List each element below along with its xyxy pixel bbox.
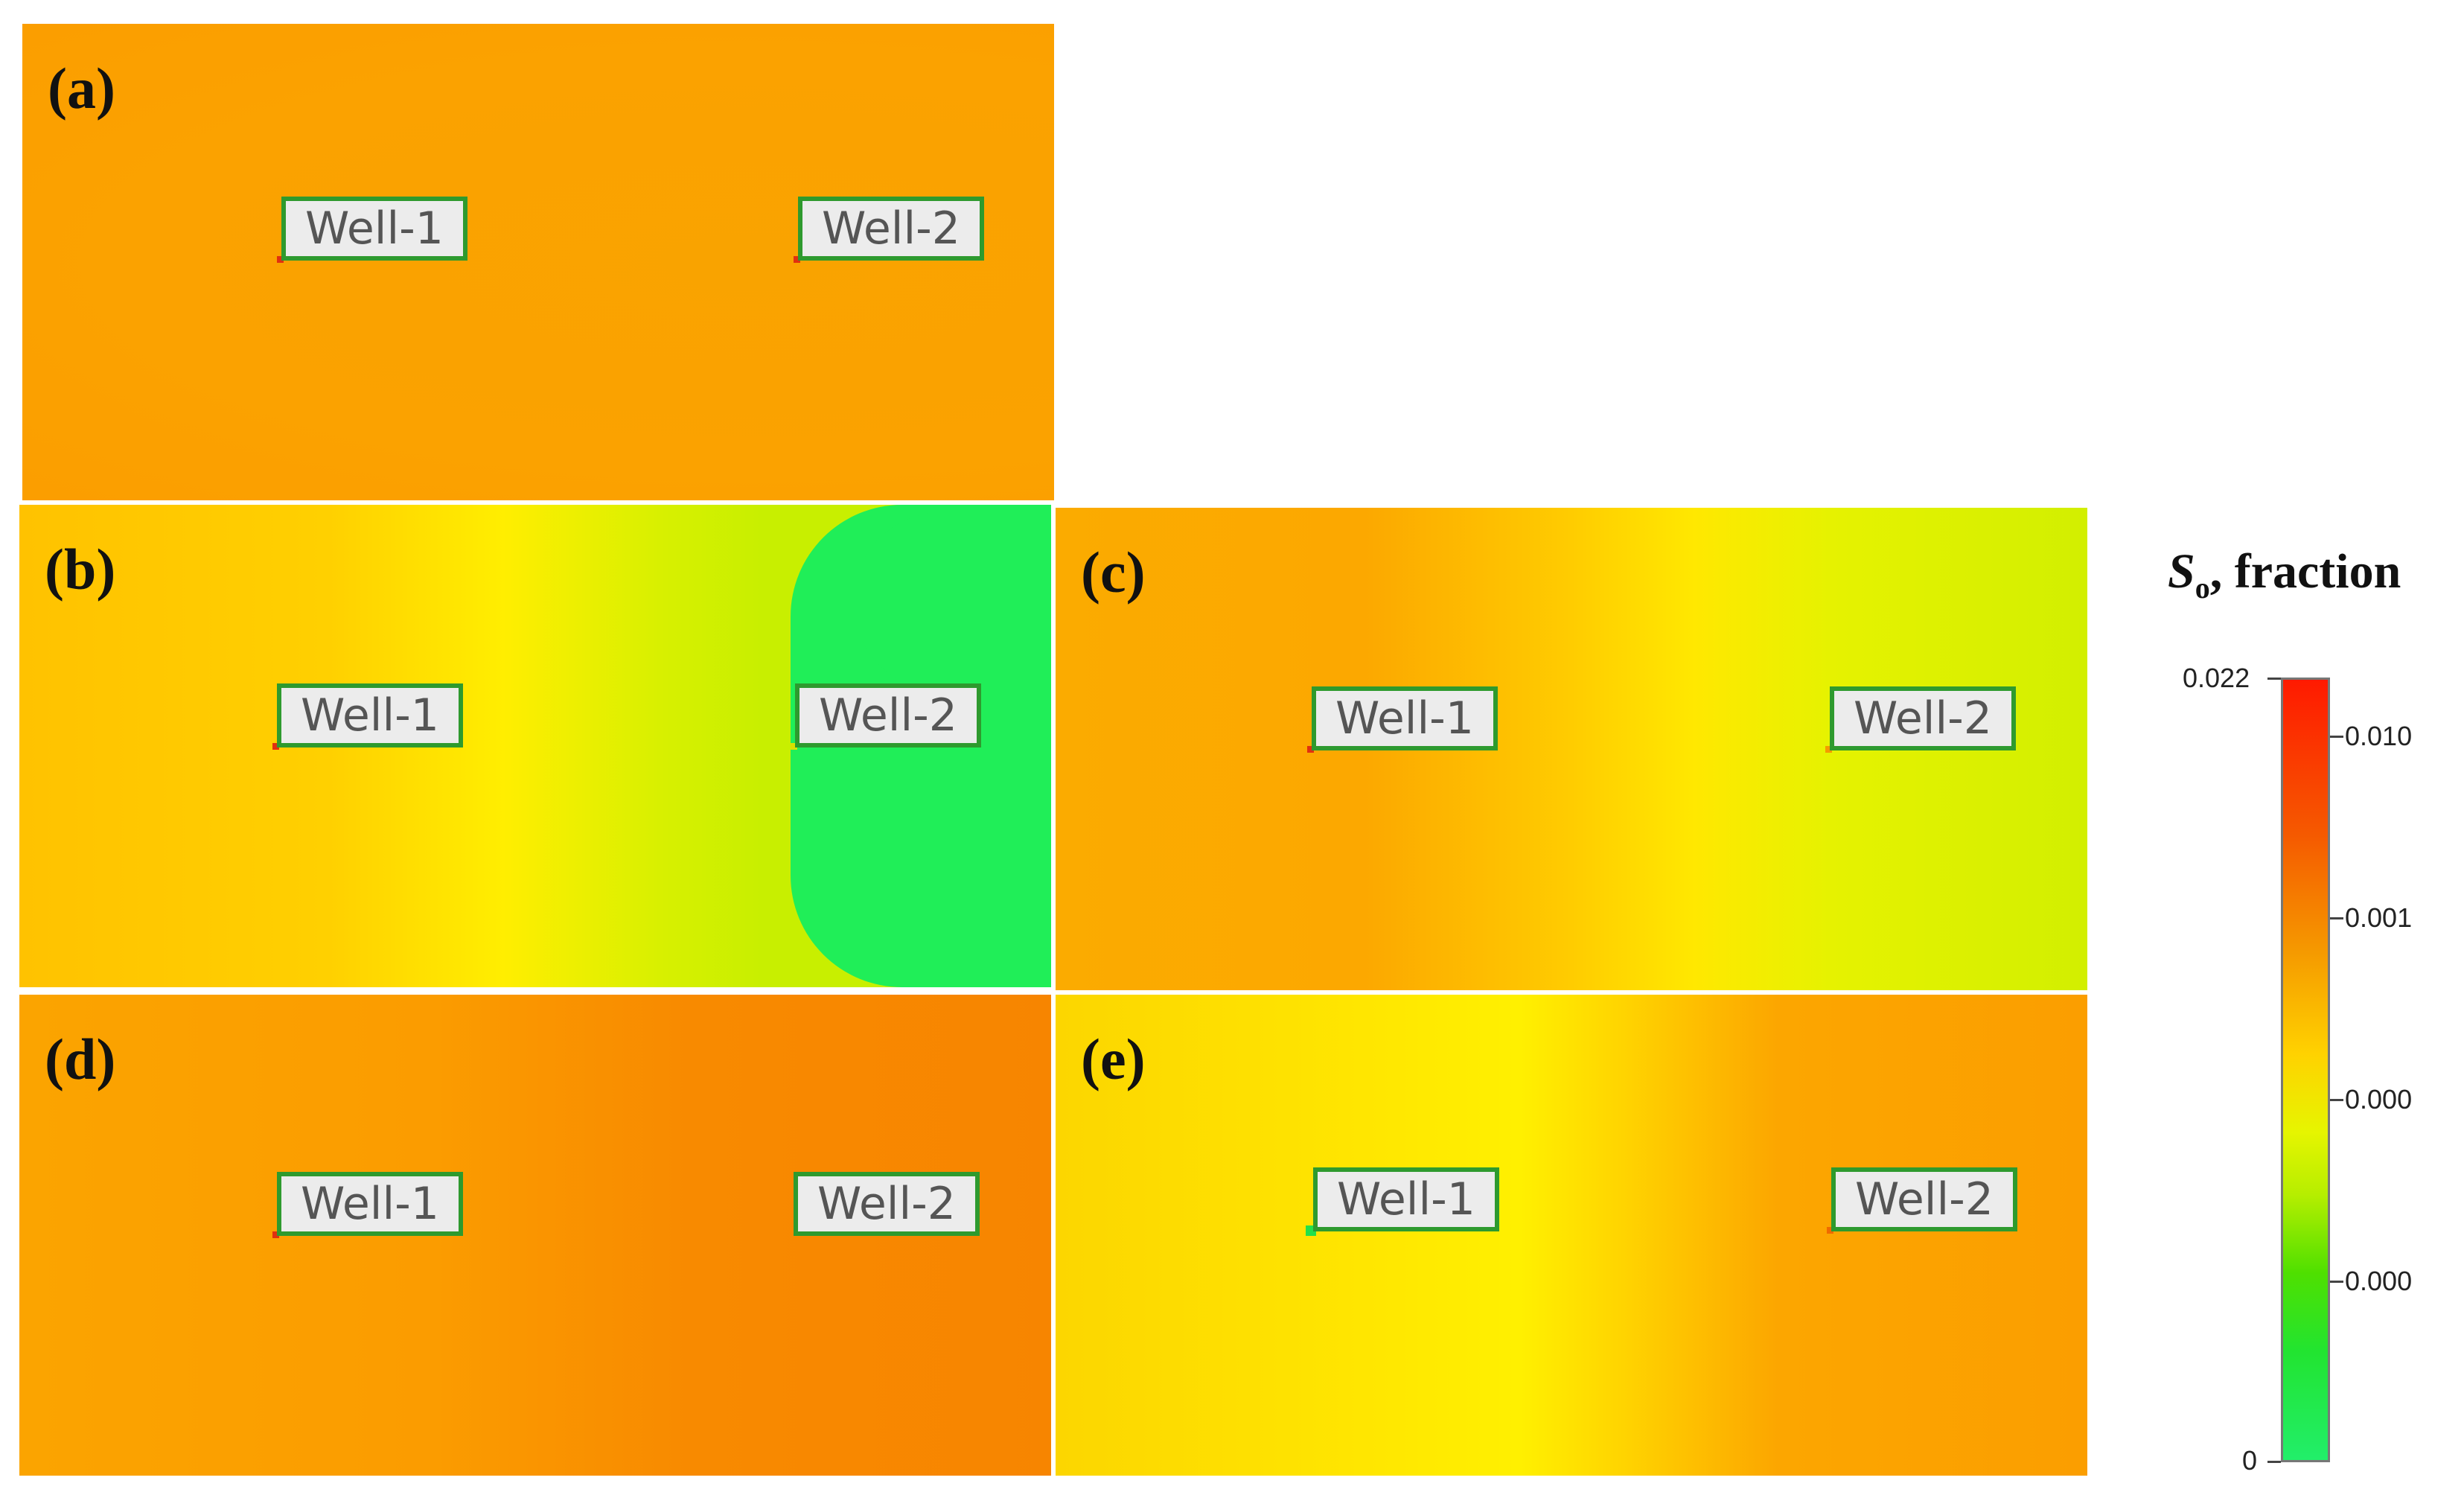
well-point (1827, 1227, 1833, 1234)
tick-label-max: 0.022 (2183, 663, 2250, 693)
well-point (1307, 746, 1314, 753)
well-label: Well-2 (1830, 686, 2016, 750)
tick-left (2267, 678, 2281, 680)
panel-label: (e) (1081, 1027, 1146, 1091)
legend-title-rest: , fraction (2209, 544, 2401, 599)
panel-b: (b) Well-1 Well-2 (19, 505, 1051, 987)
legend-subscript: o (2195, 571, 2210, 605)
well-point (1825, 746, 1832, 753)
tick-label: 0.001 (2345, 902, 2413, 933)
legend-title: So, fraction (2168, 544, 2401, 605)
well-point (794, 256, 800, 263)
colorbar (2281, 678, 2330, 1462)
tick-label: 0.000 (2345, 1266, 2413, 1296)
well-label: Well-2 (794, 1172, 980, 1236)
well-label: Well-2 (795, 683, 981, 748)
green-region-top-lobe (853, 512, 1051, 691)
well-label: Well-1 (1313, 1167, 1499, 1231)
well-label: Well-1 (277, 683, 463, 748)
tick-right (2330, 736, 2343, 738)
well-point (272, 743, 279, 750)
panel-label: (b) (45, 537, 116, 602)
panel-d: (d) Well-1 Well-2 (19, 995, 1051, 1476)
tick-right (2330, 1281, 2343, 1283)
well-label: Well-1 (1312, 686, 1498, 750)
panel-a: (a) Well-1 Well-2 (22, 24, 1054, 500)
tick-left (2267, 1461, 2281, 1463)
well-label: Well-2 (798, 197, 984, 261)
well-label: Well-1 (281, 197, 467, 261)
panel-label: (d) (45, 1027, 116, 1091)
well-label: Well-1 (277, 1172, 463, 1236)
well-point (791, 743, 797, 750)
panel-label: (a) (48, 56, 115, 121)
well-point (277, 256, 284, 263)
well-label: Well-2 (1831, 1167, 2017, 1231)
well-point (272, 1231, 279, 1238)
tick-right (2330, 1099, 2343, 1101)
tick-label: 0.010 (2345, 721, 2413, 751)
tick-right (2330, 917, 2343, 919)
tick-label: 0.000 (2345, 1084, 2413, 1115)
legend-symbol: S (2168, 544, 2195, 599)
panel-e: (e) Well-1 Well-2 (1056, 995, 2087, 1476)
panel-c: (c) Well-1 Well-2 (1056, 508, 2087, 990)
tick-label-min: 0 (2242, 1445, 2258, 1476)
panel-label: (c) (1081, 540, 1146, 605)
